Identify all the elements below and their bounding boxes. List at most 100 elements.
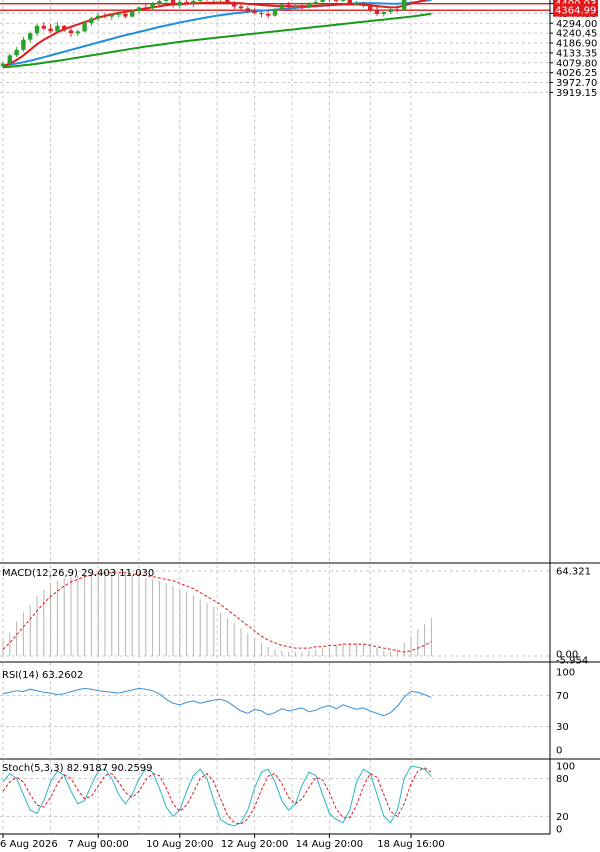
macd-y-axis: 64.321 0.00-5.954 <box>556 567 591 667</box>
candle-body <box>232 2 237 7</box>
price-tick-label: 4079.80 <box>556 58 597 69</box>
candle-body <box>381 12 386 14</box>
rsi-line <box>2 687 432 717</box>
candles <box>0 0 407 69</box>
candle-body <box>293 5 298 7</box>
stoch-label: Stoch(5,3,3) 82.9187 90.2599 <box>2 763 153 774</box>
macd-label: MACD(12,26,9) 29.403 11.030 <box>2 568 154 579</box>
candle-body <box>361 2 366 6</box>
macd-signal-line <box>2 572 432 653</box>
candle-body <box>116 13 121 15</box>
candle-body <box>177 1 182 6</box>
candle-body <box>306 3 312 8</box>
candle-body <box>96 15 101 19</box>
level-tag-support <box>553 3 598 17</box>
candle-body <box>313 1 318 4</box>
candle-body <box>0 63 6 67</box>
candle-body <box>68 30 74 34</box>
candle-body <box>266 13 271 16</box>
stoch-tick-label: 80 <box>556 774 569 785</box>
rsi-tick-label: 70 <box>556 691 569 702</box>
candle-body <box>34 25 40 34</box>
time-tick-label: 18 Aug 16:00 <box>377 839 444 850</box>
price-tick-label: 3919.15 <box>556 88 597 99</box>
macd-pane[interactable]: 64.321 0.00-5.954 MACD(12,26,9) 29.403 11… <box>0 565 591 667</box>
rsi-tick-label: 30 <box>556 722 569 733</box>
price-tick-label: 4240.45 <box>556 29 597 40</box>
candle-body <box>198 0 203 1</box>
candle-body <box>347 0 352 4</box>
candle-body <box>225 0 230 3</box>
rsi-tick-label: 0 <box>556 746 562 757</box>
candle-body <box>252 11 257 13</box>
candle-body <box>75 31 80 34</box>
stoch-d-line <box>2 767 432 825</box>
candle-body <box>28 33 33 40</box>
time-tick-label: 7 Aug 00:00 <box>68 839 129 850</box>
stoch-tick-label: 100 <box>556 762 575 773</box>
candle-body <box>109 14 114 17</box>
candle-body <box>41 25 46 29</box>
candle-body <box>136 7 142 12</box>
candle-body <box>89 18 94 24</box>
candle-body <box>14 49 19 56</box>
moving-averages <box>2 0 432 69</box>
candle-body <box>157 0 162 4</box>
price-tick-label: 4294.00 <box>556 19 597 30</box>
price-tick-label: 4026.25 <box>556 68 597 79</box>
candle-body <box>368 5 373 11</box>
candle-body <box>21 39 26 50</box>
price-tick-label: 4133.35 <box>556 48 597 59</box>
candle-body <box>48 28 53 32</box>
candle-body <box>395 9 400 11</box>
rsi-line <box>2 687 432 717</box>
macd-signal <box>2 572 432 653</box>
rsi-y-axis: 100 70 30 0 <box>556 668 575 757</box>
stoch-grid <box>0 760 550 833</box>
price-grid <box>0 0 550 562</box>
candle-body <box>279 4 284 10</box>
candle-body <box>7 55 12 64</box>
candle-body <box>374 10 380 14</box>
macd-tick-label: -5.954 <box>556 656 588 667</box>
macd-histogram <box>2 572 432 656</box>
ma-fast-line <box>2 0 430 68</box>
candle-body <box>184 1 189 3</box>
candle-body <box>55 25 60 32</box>
price-tick-label: 4186.90 <box>556 39 597 50</box>
candle-body <box>340 0 346 1</box>
candle-body <box>238 6 244 9</box>
rsi-tick-label: 100 <box>556 668 575 679</box>
candle-body <box>130 11 135 17</box>
stoch-tick-label: 20 <box>556 812 569 823</box>
candle-body <box>143 7 148 9</box>
price-level-tags: 4598.614563.574528.524435.084400.034364.… <box>553 0 598 17</box>
stoch-lines <box>2 765 432 827</box>
candle-body <box>300 5 305 8</box>
time-tick-label: 12 Aug 20:00 <box>221 839 288 850</box>
candle-body <box>82 23 87 32</box>
candle-body <box>354 2 359 4</box>
candle-body <box>123 13 128 17</box>
candle-body <box>334 0 339 1</box>
candle-body <box>170 0 176 6</box>
candle-body <box>388 9 393 13</box>
ma-mid-line <box>2 0 432 67</box>
macd-tick-label: 0.00 <box>556 650 578 661</box>
price-pane[interactable]: 4668.854615.304561.754508.204454.654401.… <box>0 0 598 562</box>
rsi-label: RSI(14) 63.2602 <box>2 670 83 681</box>
candle-body <box>402 0 407 11</box>
ma-slow-line <box>2 12 432 69</box>
macd-tick-label: 64.321 <box>556 567 591 578</box>
candle-body <box>245 8 250 12</box>
candle-body <box>272 9 278 16</box>
price-tick-label: 3972.70 <box>556 78 597 89</box>
rsi-pane[interactable]: 100 70 30 0 RSI(14) 63.2602 <box>0 663 575 757</box>
candle-body <box>150 3 155 9</box>
candle-body <box>102 15 108 17</box>
time-axis: 6 Aug 2026 7 Aug 00:00 10 Aug 20:00 12 Aug … <box>0 834 445 850</box>
candle-body <box>164 0 169 1</box>
